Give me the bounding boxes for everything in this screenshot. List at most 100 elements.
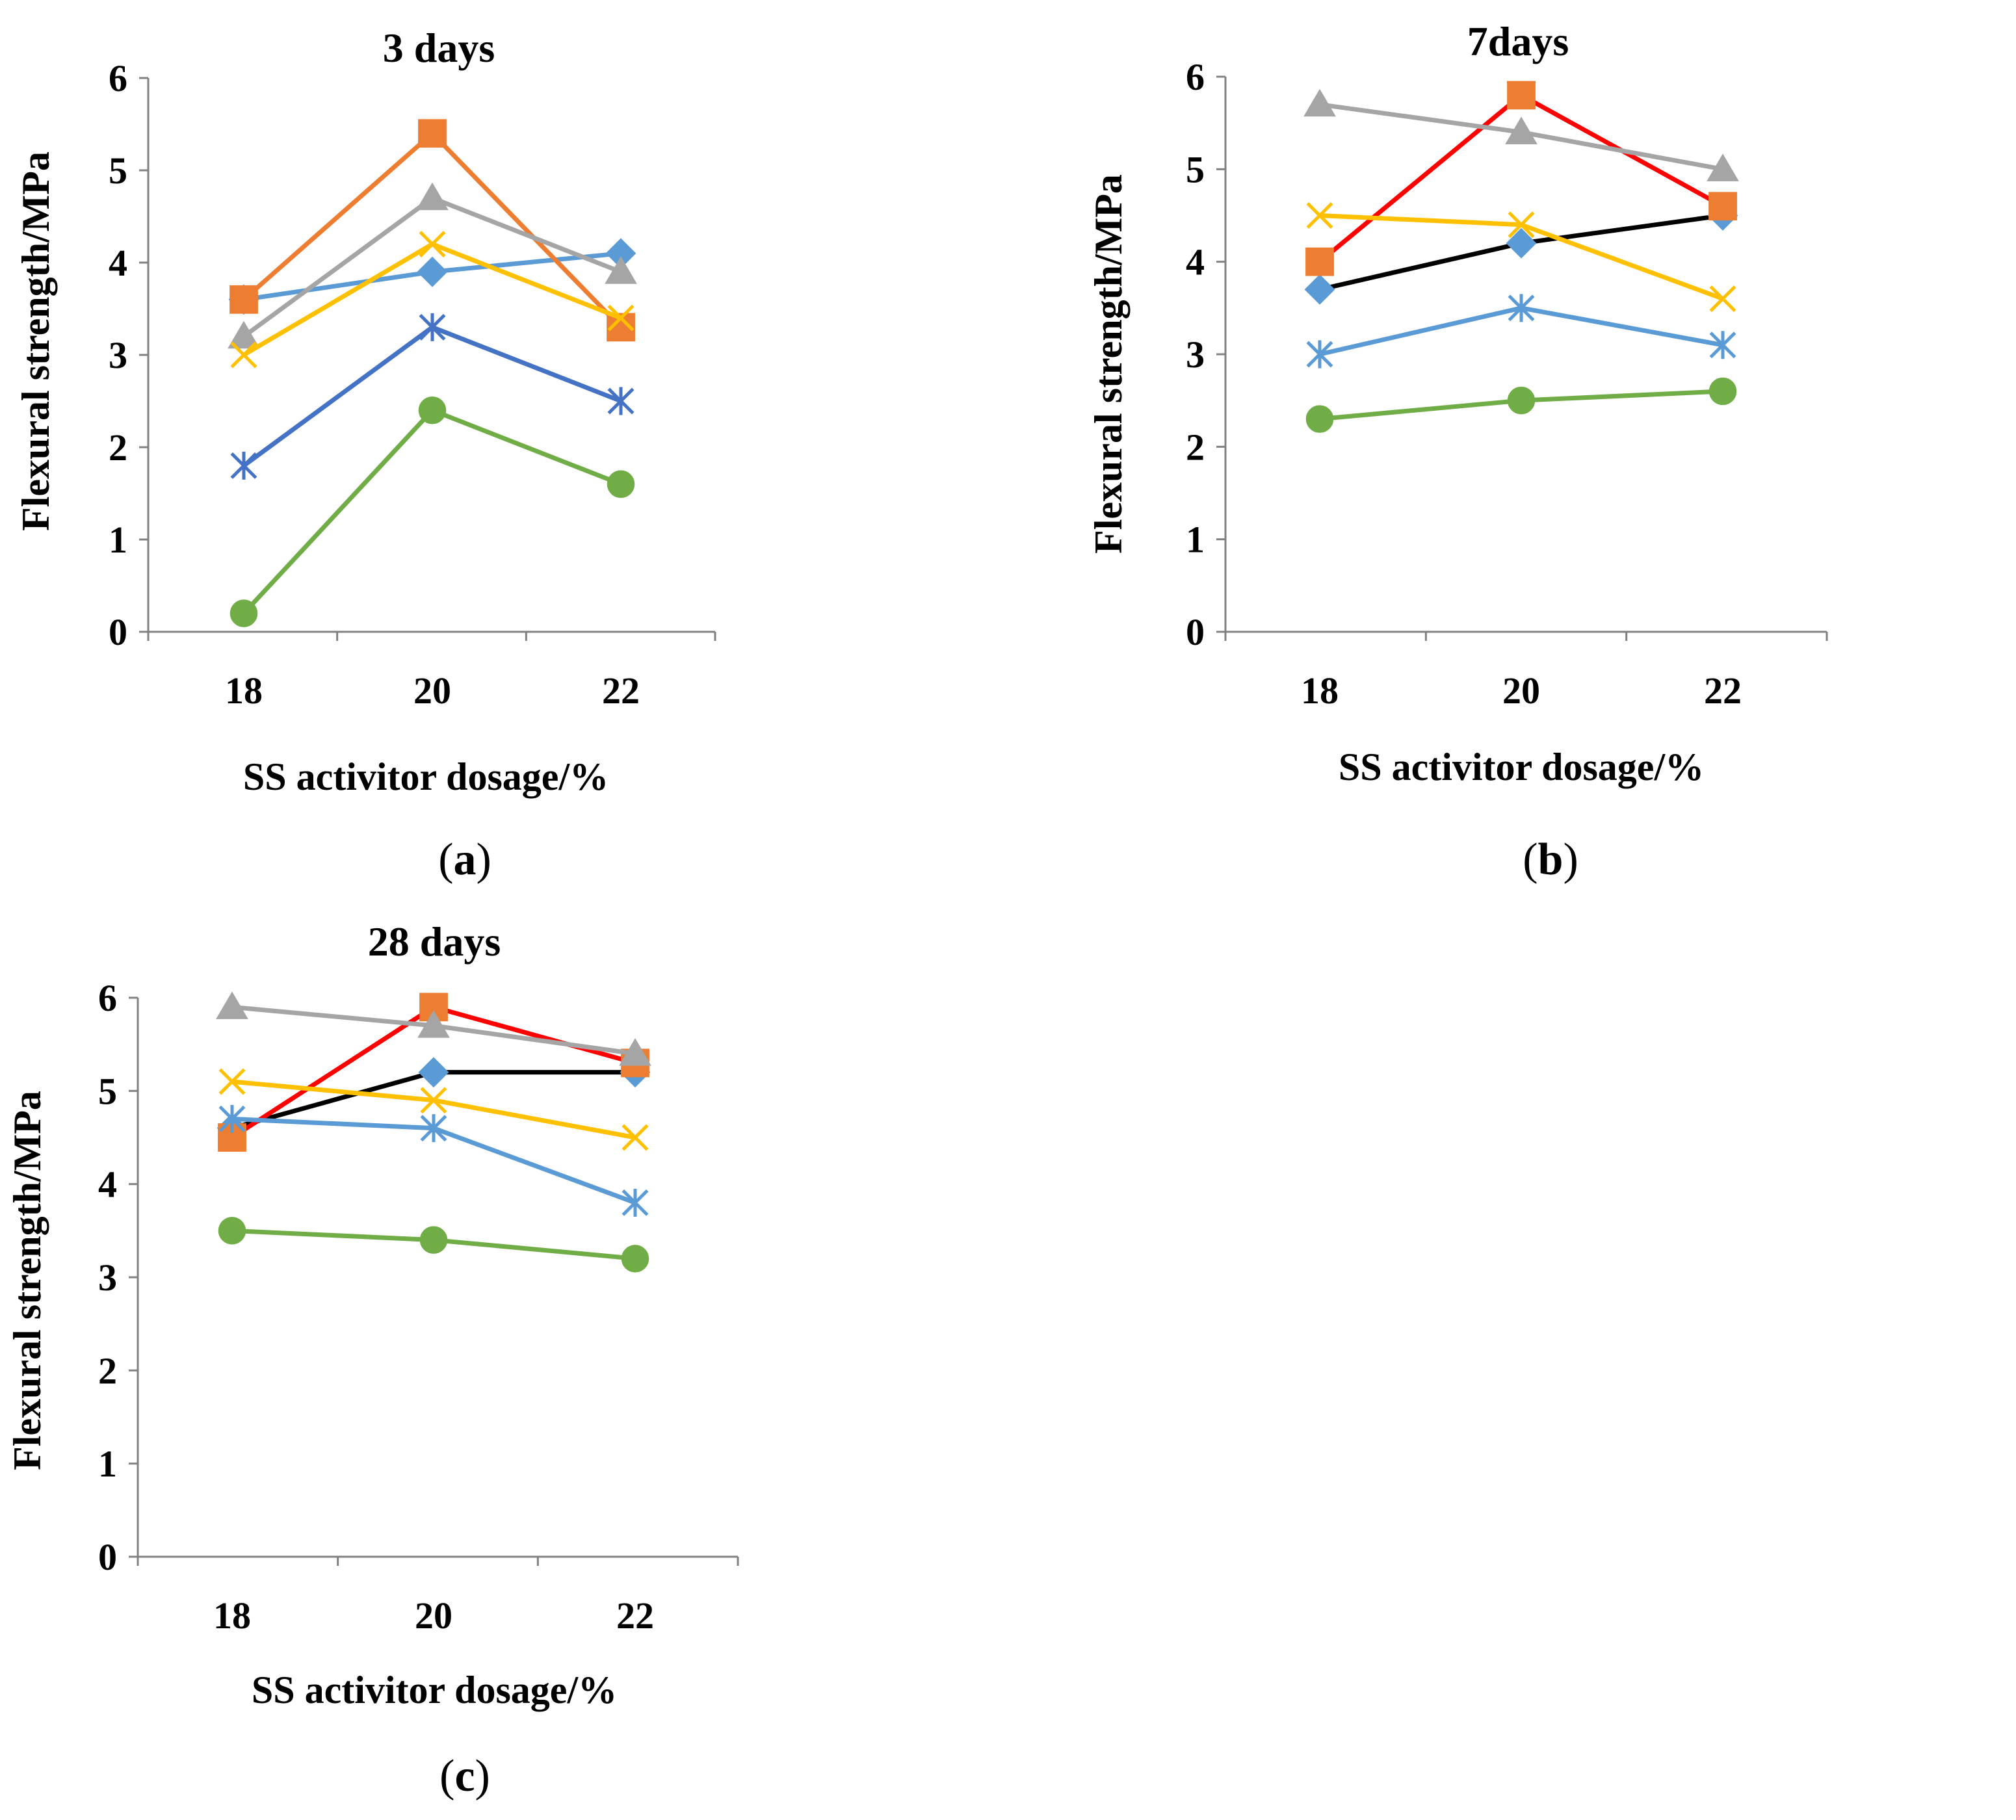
panel-b-ytick-label: 0 [1186, 611, 1205, 653]
panel-c-ytick-label: 1 [98, 1443, 117, 1485]
panel-b: 7days Flexural strength/MPa SS activitor… [1087, 18, 1828, 885]
panel-c-point-M1.4-20 [419, 1226, 448, 1254]
panel-a-ytick-label: 3 [109, 334, 127, 376]
panel-a-point-M1.2-18 [230, 451, 257, 480]
panel-b-title: 7days [1467, 18, 1569, 64]
panel-a-title: 3 days [383, 25, 495, 71]
panel-c-ytick-label: 4 [98, 1164, 117, 1206]
panel-c-point-M1.4-22 [621, 1245, 649, 1273]
panel-c-xlabel: SS activitor dosage/% [252, 1669, 617, 1711]
panel-c-ytick-label: 5 [98, 1070, 117, 1112]
panel-b-ytick-label: 1 [1186, 519, 1205, 561]
panel-c-ylabel: Flexural strength/MPa [6, 1091, 49, 1470]
panel-b-point-M1-20 [1508, 211, 1535, 239]
panel-a-xlabel: SS activitor dosage/% [243, 755, 609, 798]
panel-c-point-M1-18 [218, 1068, 246, 1095]
panel-a-plot: 0 1 2 3 4 5 6 18 20 22 [109, 57, 716, 712]
panel-a-xtick-label: 22 [602, 670, 640, 712]
panel-b-point-M1.4-20 [1507, 386, 1536, 415]
panel-c-xtick-label: 20 [415, 1594, 452, 1637]
panel-a-point-M1.4-20 [418, 396, 447, 424]
panel-b-point-M0.4-20 [1506, 228, 1537, 259]
panel-b-xlabel: SS activitor dosage/% [1339, 746, 1704, 788]
panel-a: 3 days Flexural strength/MPa SS activito… [14, 25, 716, 885]
panel-a-point-M0.4-20 [417, 256, 448, 287]
panel-a-point-M0.8-20 [416, 182, 449, 211]
panel-a-point-M1.2-20 [419, 313, 446, 341]
panel-b-point-M0.6-22 [1708, 192, 1737, 221]
panel-b-point-M0.8-18 [1303, 88, 1336, 117]
panel-c: 28 days Flexural strength/MPa SS activit… [6, 918, 739, 1801]
panel-c-point-M1-22 [622, 1124, 649, 1151]
panel-c-point-M0.8-18 [216, 991, 248, 1019]
panel-c-caption-open: ( [439, 1751, 454, 1801]
panel-b-caption-open: ( [1523, 835, 1538, 885]
panel-a-caption-close: ) [477, 835, 491, 885]
panel-b-point-M0.6-20 [1507, 81, 1536, 110]
panel-b-point-M1.2-22 [1709, 331, 1736, 359]
panel-c-point-M1.4-18 [218, 1217, 246, 1245]
panel-a-caption-open: ( [438, 835, 453, 885]
panel-b-caption-letter: b [1538, 835, 1564, 885]
panel-c-caption: (c) [439, 1751, 490, 1801]
panel-a-ytick-label: 0 [109, 611, 127, 653]
panel-b-point-M0.8-22 [1707, 153, 1739, 181]
panel-a-caption-letter: a [454, 835, 477, 885]
panel-a-ytick-label: 2 [109, 426, 127, 469]
panel-a-point-M1-20 [419, 231, 446, 258]
panel-b-ytick-label: 2 [1186, 426, 1205, 468]
panel-c-ytick-label: 6 [98, 977, 117, 1019]
panel-b-caption-close: ) [1563, 835, 1578, 885]
panel-b-point-M1.4-22 [1708, 377, 1737, 406]
panel-a-point-M1.2-22 [607, 387, 635, 415]
panel-a-point-M1.4-22 [607, 470, 635, 499]
panel-a-point-M1.4-18 [229, 599, 258, 627]
panel-a-point-M1-18 [230, 341, 257, 369]
panel-c-ytick-label: 0 [98, 1536, 117, 1578]
panel-a-ytick-label: 5 [109, 150, 127, 192]
panel-a-ytick-label: 4 [109, 242, 127, 284]
panel-a-point-M0.6-20 [418, 119, 447, 148]
panel-c-ytick-label: 3 [98, 1256, 117, 1299]
panel-b-point-M1.4-18 [1305, 405, 1334, 433]
panel-a-point-M0.6-18 [229, 285, 258, 314]
panel-b-point-M1-22 [1709, 285, 1736, 313]
panel-c-xtick-label: 18 [213, 1594, 251, 1637]
panel-b-point-M1.2-18 [1306, 340, 1333, 369]
panel-b-xtick-label: 20 [1502, 670, 1540, 712]
panel-a-ytick-label: 1 [109, 519, 127, 561]
panel-a-point-M0.8-18 [228, 320, 260, 349]
panel-c-caption-letter: c [454, 1751, 475, 1801]
panel-b-ytick-label: 3 [1186, 333, 1205, 376]
panel-c-ytick-label: 2 [98, 1349, 117, 1392]
panel-c-point-M1.2-18 [218, 1104, 246, 1133]
panel-c-xtick-label: 22 [616, 1594, 654, 1637]
panel-b-xtick-label: 22 [1704, 670, 1742, 712]
panel-a-xtick-label: 18 [225, 670, 263, 712]
panel-b-ytick-label: 6 [1186, 56, 1205, 98]
panel-c-point-M1.2-22 [622, 1188, 649, 1217]
panel-a-point-M0.8-22 [605, 256, 637, 284]
panel-b-point-M0.8-20 [1505, 116, 1538, 144]
panel-a-caption: (a) [438, 835, 491, 885]
panel-b-plot: 0 1 2 3 4 5 6 18 20 22 [1186, 56, 1828, 712]
panel-c-title: 28 days [368, 918, 501, 965]
panel-c-point-M1-20 [420, 1087, 447, 1114]
panel-c-point-M1.2-20 [420, 1114, 447, 1143]
panel-a-xtick-label: 20 [413, 670, 451, 712]
panel-b-point-M0.4-18 [1304, 274, 1335, 305]
panel-b-ytick-label: 5 [1186, 148, 1205, 190]
panel-a-ylabel: Flexural strength/MPa [14, 151, 57, 531]
panel-b-point-M1.2-20 [1508, 294, 1535, 322]
panel-b-xtick-label: 18 [1301, 670, 1339, 712]
panel-c-plot: 0 1 2 3 4 5 6 18 20 22 [98, 977, 739, 1637]
panel-b-point-M0.6-18 [1305, 247, 1334, 276]
panel-b-point-M1-18 [1306, 202, 1333, 229]
panel-a-ytick-label: 6 [109, 57, 127, 99]
panel-b-ylabel: Flexural strength/MPa [1087, 174, 1130, 554]
panel-c-point-M0.8-22 [619, 1038, 651, 1066]
panel-c-caption-close: ) [475, 1751, 490, 1801]
panel-b-caption: (b) [1523, 835, 1578, 885]
panel-a-point-M1-22 [607, 304, 635, 332]
